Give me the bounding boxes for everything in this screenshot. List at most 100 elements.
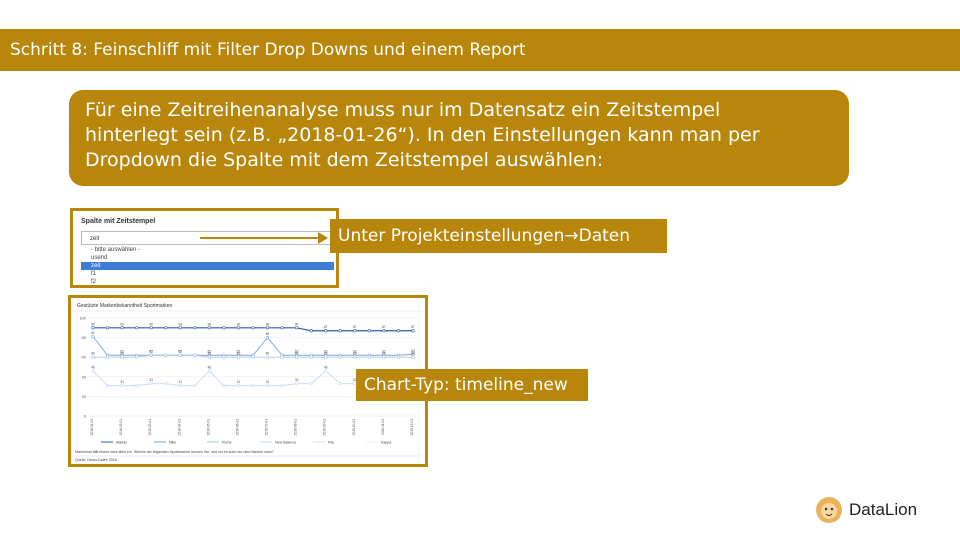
series-2-point-1 — [105, 355, 110, 359]
series-0-point-1 — [105, 326, 110, 330]
x-tick-label-20: 2018-11-01 — [381, 419, 385, 435]
timestamp-column-label: Spalte mit Zeitstempel — [81, 218, 156, 225]
series-2-data-label-4: 62 — [149, 350, 153, 354]
series-0-point-21 — [396, 329, 401, 333]
series-2-point-11 — [251, 355, 255, 359]
series-line-1 — [92, 336, 414, 356]
option-f1[interactable]: f1 — [91, 271, 97, 277]
project-settings-callout: Unter Projekteinstellungen→Daten — [330, 219, 667, 253]
series-1-data-label-16: 62 — [324, 350, 328, 354]
series-2-data-label-16: 60 — [324, 352, 328, 356]
series-3-data-label-14: 33 — [295, 378, 299, 382]
series-0-point-2 — [120, 326, 124, 330]
info-line-3: Dropdown die Spalte mit dem Zeitstempel … — [85, 149, 604, 171]
series-2-point-18 — [353, 355, 357, 359]
series-2-point-5 — [164, 353, 168, 357]
legend-label-3: New Balance — [275, 441, 296, 445]
x-tick-label-2: 2018-02-01 — [119, 419, 123, 436]
series-3-data-label-6: 31 — [178, 380, 182, 384]
series-2-data-label-22: 60 — [411, 352, 415, 356]
x-tick-label-12: 2018-07-01 — [265, 419, 269, 436]
project-settings-callout-text: Unter Projekteinstellungen→Daten — [338, 226, 631, 246]
series-3-point-0 — [91, 369, 95, 373]
series-2-point-13 — [280, 355, 284, 359]
chart-title: Gestützte Markenbekanntheit Sportmarken — [77, 303, 173, 309]
legend-label-5: Kappa — [381, 441, 391, 445]
y-tick-label-4: 80 — [82, 335, 87, 340]
series-1-data-label-10: 62 — [237, 350, 241, 354]
series-0-data-label-18: 87 — [353, 325, 357, 329]
series-0-data-label-14: 90 — [295, 322, 299, 326]
series-1-data-label-22: 63 — [411, 349, 415, 353]
series-3-data-label-10: 31 — [237, 380, 241, 384]
series-0-point-11 — [251, 326, 255, 330]
series-3-point-9 — [222, 384, 226, 388]
option-choose[interactable]: - bitte auswählen - — [91, 247, 141, 253]
series-0-point-8 — [207, 326, 211, 330]
datalion-logo: DataLion — [815, 496, 917, 524]
series-1-data-label-18: 62 — [353, 350, 357, 354]
series-3-point-11 — [251, 384, 255, 388]
series-3-point-17 — [338, 382, 342, 386]
slide-title-bar: Schritt 8: Feinschliff mit Filter Drop D… — [0, 29, 960, 71]
timestamp-settings-screenshot: Spalte mit Zeitstempel zeit - bitte ausw… — [70, 208, 339, 288]
series-2-data-label-6: 62 — [178, 350, 182, 354]
chart-type-callout-text: Chart-Typ: timeline_new — [364, 375, 568, 395]
legend-label-4: Fila — [328, 441, 334, 445]
series-2-data-label-18: 60 — [353, 352, 357, 356]
series-2-point-16 — [324, 355, 328, 359]
series-1-point-22 — [411, 352, 415, 356]
option-zeit[interactable]: zeit — [81, 262, 334, 270]
series-2-data-label-12: 60 — [266, 352, 270, 356]
series-3-data-label-12: 31 — [266, 380, 270, 384]
series-0-point-16 — [324, 329, 328, 333]
x-tick-label-0: 2018-01-01 — [90, 419, 94, 436]
series-0-point-4 — [149, 326, 153, 330]
option-usend[interactable]: usend — [91, 255, 108, 261]
info-line-2: hinterlegt sein (z.B. „2018-01-26“). In … — [85, 124, 760, 146]
series-2-point-14 — [295, 355, 299, 359]
series-3-point-8 — [207, 369, 211, 373]
legend-label-0: Adidas — [116, 441, 127, 445]
slide-title: Schritt 8: Feinschliff mit Filter Drop D… — [10, 40, 526, 60]
series-1-point-0 — [91, 335, 95, 339]
series-2-point-21 — [396, 355, 401, 359]
series-1-data-label-8: 62 — [208, 350, 212, 354]
series-0-point-3 — [135, 326, 139, 330]
series-0-data-label-10: 90 — [237, 322, 241, 326]
series-0-data-label-8: 90 — [208, 322, 212, 326]
info-line-1: Für eine Zeitreihenanalyse muss nur im D… — [85, 99, 721, 121]
y-tick-label-0: 0 — [84, 414, 87, 419]
series-0-point-0 — [91, 326, 95, 330]
series-2-data-label-2: 60 — [120, 352, 124, 356]
option-f2[interactable]: f2 — [91, 279, 97, 285]
series-3-point-15 — [309, 382, 313, 386]
series-0-data-label-16: 87 — [324, 325, 328, 329]
series-0-point-6 — [178, 326, 182, 330]
series-3-point-7 — [193, 384, 197, 388]
series-2-point-19 — [367, 355, 371, 359]
series-3-point-14 — [295, 382, 299, 386]
series-3-point-6 — [178, 384, 182, 388]
series-2-data-label-14: 60 — [295, 352, 299, 356]
series-2-point-22 — [411, 355, 415, 359]
chart-source: Quelle: Demo-Daten 2018 — [75, 458, 117, 462]
series-2-point-12 — [265, 355, 270, 359]
series-0-point-10 — [236, 326, 241, 330]
series-0-point-17 — [338, 329, 342, 333]
series-2-point-6 — [178, 353, 182, 357]
y-tick-label-1: 20 — [82, 394, 87, 399]
series-3-data-label-18: 33 — [353, 378, 357, 382]
x-tick-label-18: 2018-10-01 — [352, 419, 356, 436]
y-tick-label-2: 40 — [82, 374, 87, 379]
series-1-data-label-20: 62 — [382, 350, 386, 354]
series-2-point-0 — [91, 355, 95, 359]
x-tick-label-6: 2018-04-01 — [177, 419, 181, 436]
series-0-data-label-0: 90 — [91, 322, 95, 326]
series-1-data-label-0: 81 — [91, 331, 95, 335]
series-3-point-5 — [164, 382, 168, 386]
pointer-arrow-line — [200, 237, 320, 239]
series-2-data-label-8: 60 — [208, 352, 212, 356]
x-tick-label-10: 2018-06-01 — [235, 419, 239, 436]
series-2-point-15 — [309, 355, 313, 359]
